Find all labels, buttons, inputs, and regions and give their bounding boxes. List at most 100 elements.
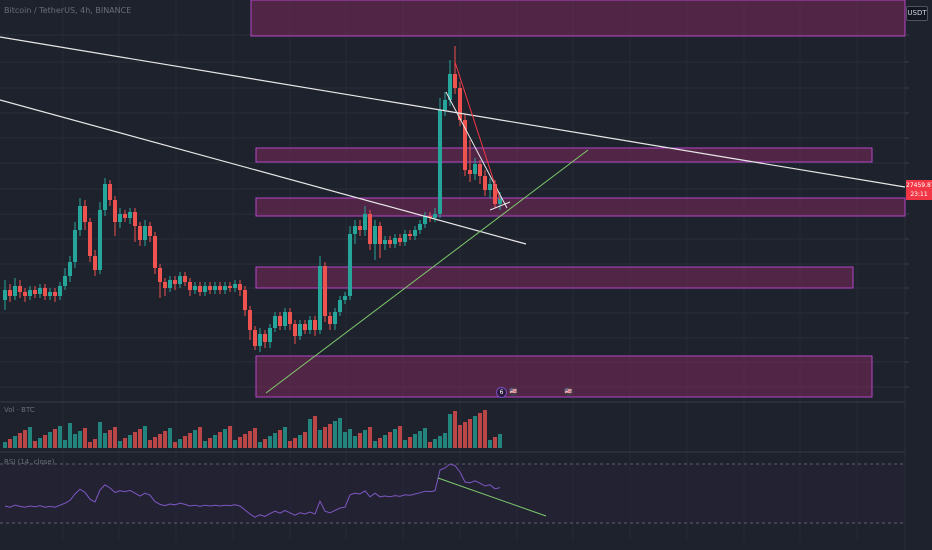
supply-demand-zones — [250, 0, 906, 398]
volume-bar — [273, 433, 277, 448]
volume-bar — [128, 435, 132, 448]
candle-body — [413, 230, 417, 236]
volume-bar — [468, 419, 472, 448]
rsi-divergence-line — [437, 477, 547, 517]
candle-body — [83, 206, 87, 222]
last-price-tag: 27459.87 23:11 — [906, 180, 932, 200]
rsi-band — [0, 464, 905, 523]
volume-bar — [28, 427, 32, 448]
volume-bar — [433, 439, 437, 448]
volume-bar — [283, 427, 287, 448]
volume-bar — [113, 427, 117, 448]
symbol-title[interactable]: Bitcoin / TetherUS, 4h, BINANCE — [4, 6, 132, 15]
trendline-wedge-top — [445, 91, 508, 209]
volume-bar — [263, 439, 267, 448]
volume-bar — [358, 433, 362, 448]
candle-body — [203, 286, 207, 292]
candle-body — [28, 290, 32, 296]
candle-body — [198, 286, 202, 292]
volume-bar — [193, 430, 197, 448]
candle-body — [113, 200, 117, 222]
volume-bar — [178, 439, 182, 448]
volume-bar — [408, 437, 412, 448]
volume-bar — [203, 441, 207, 448]
volume-bar — [68, 423, 72, 448]
candle-body — [78, 206, 82, 230]
candle-body — [33, 290, 37, 294]
candle-body — [163, 282, 167, 288]
rsi-pane — [0, 463, 905, 524]
last-price-value: 27459.87 — [906, 182, 932, 189]
volume-bar — [38, 438, 42, 448]
candle-body — [73, 230, 77, 262]
volume-bar — [328, 424, 332, 448]
economic-event-us-icon[interactable]: 🇺🇸 — [509, 387, 518, 396]
volume-bar — [318, 430, 322, 448]
volume-bar — [238, 437, 242, 448]
candle-body — [488, 184, 492, 190]
volume-bar — [473, 416, 477, 448]
currency-button[interactable]: USDT — [906, 6, 928, 21]
volume-bar — [3, 442, 7, 448]
price-axis — [905, 34, 909, 388]
volume-bar — [413, 434, 417, 448]
volume-bar — [208, 438, 212, 448]
candle-body — [143, 226, 147, 240]
volume-bar — [43, 435, 47, 448]
volume-bar — [268, 436, 272, 448]
candle-body — [478, 164, 482, 176]
candle-body — [343, 296, 347, 300]
candle-body — [178, 276, 182, 284]
candle-body — [468, 170, 472, 174]
candle-body — [128, 212, 132, 218]
volume-bar — [298, 435, 302, 448]
candle-body — [23, 292, 27, 296]
candle-body — [408, 234, 412, 236]
candle-body — [133, 212, 137, 226]
volume-bar — [93, 439, 97, 448]
candle-body — [333, 312, 337, 324]
volume-bar — [83, 428, 87, 448]
candle-body — [438, 110, 442, 214]
volume-bar — [383, 435, 387, 448]
earnings-event-icon[interactable]: 6 — [496, 387, 507, 398]
volume-bar — [448, 414, 452, 448]
volume-bar — [18, 433, 22, 448]
economic-event-us-2-icon[interactable]: 🇺🇸 — [564, 387, 573, 396]
candlesticks — [3, 46, 502, 352]
volume-bar — [88, 442, 92, 448]
candle-body — [358, 226, 362, 230]
candle-body — [208, 286, 212, 290]
volume-bar — [163, 431, 167, 448]
candle-body — [233, 284, 237, 288]
volume-bar — [248, 431, 252, 448]
candle-body — [98, 210, 102, 270]
rsi-pane-label[interactable]: RSI (14, close) — [4, 458, 55, 466]
volume-bar — [293, 438, 297, 448]
volume-bar — [153, 437, 157, 448]
volume-bar — [53, 429, 57, 448]
candle-body — [288, 312, 292, 324]
volume-bar — [498, 434, 502, 448]
candle-body — [308, 320, 312, 330]
candle-body — [368, 214, 372, 244]
candle-body — [283, 312, 287, 326]
volume-bar — [233, 440, 237, 448]
candle-body — [258, 334, 262, 346]
candle-body — [253, 330, 257, 346]
trendline-wedge-base — [489, 201, 511, 211]
candle-body — [428, 216, 432, 218]
candle-body — [38, 288, 42, 294]
candle-body — [13, 286, 17, 296]
volume-pane-label[interactable]: Vol · BTC — [4, 406, 35, 414]
volume-bar — [198, 427, 202, 448]
volume-bar — [228, 426, 232, 448]
volume-bar — [8, 439, 12, 448]
volume-bar — [168, 428, 172, 448]
candle-body — [313, 320, 317, 330]
candle-body — [93, 256, 97, 270]
volume-bar — [458, 425, 462, 448]
volume-bar — [478, 413, 482, 448]
candle-body — [373, 226, 377, 244]
